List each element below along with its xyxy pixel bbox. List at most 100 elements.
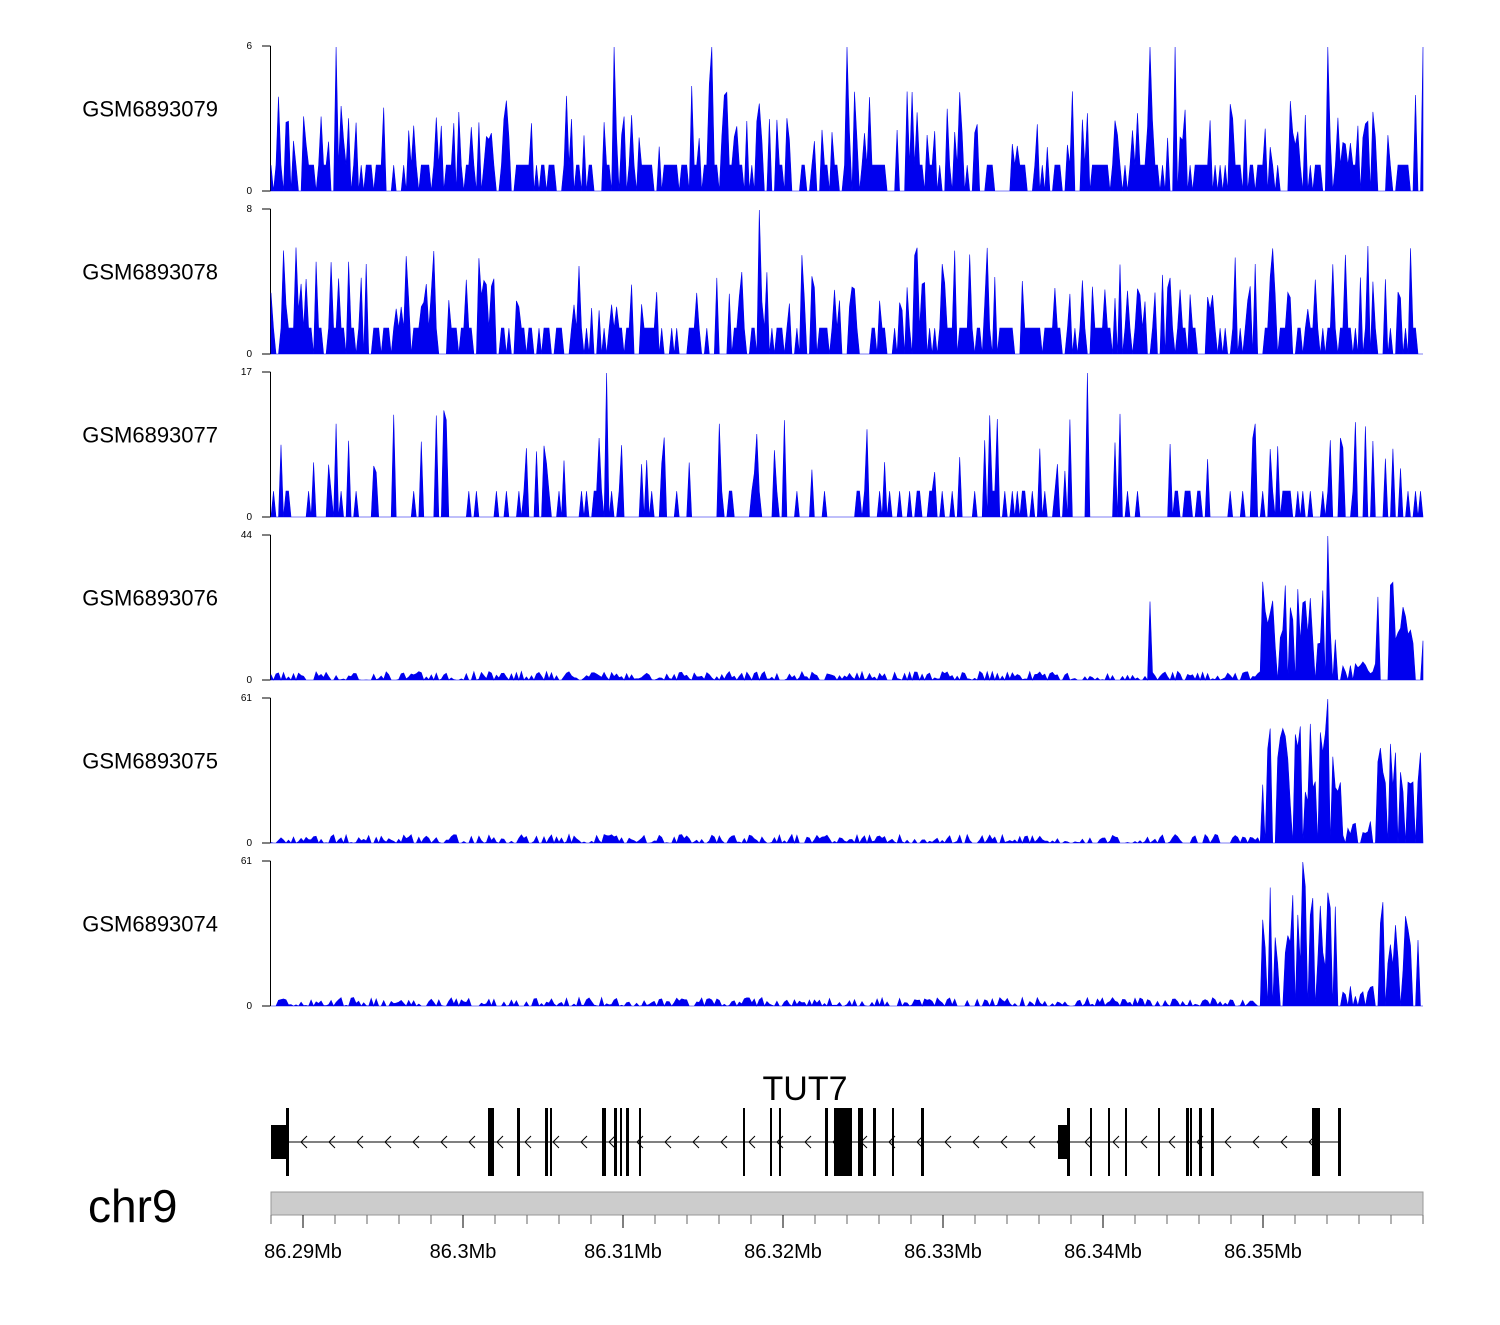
track-GSM6893079: GSM6893079 6 0 xyxy=(82,41,1424,197)
exon xyxy=(770,1108,772,1176)
strand-arrow xyxy=(1084,1135,1092,1149)
track-GSM6893076: GSM6893076 44 0 xyxy=(82,530,1424,686)
exon xyxy=(614,1108,617,1176)
exon xyxy=(550,1108,552,1176)
exon xyxy=(1158,1108,1160,1176)
exon xyxy=(825,1108,828,1176)
y-tick-label-max: 8 xyxy=(246,204,252,215)
strand-arrow xyxy=(524,1135,532,1149)
genome-axis: chr9 86.29Mb 86.3Mb 86.31Mb 86.32Mb 86.33Mb 8… xyxy=(88,1180,1424,1263)
exon xyxy=(1312,1108,1320,1176)
x-axis-ticks: 86.29Mb 86.3Mb 86.31Mb 86.32Mb 86.33Mb 86.34M… xyxy=(264,1215,1424,1263)
chromosome-ideogram-bar xyxy=(270,1191,1424,1216)
strand-arrow xyxy=(440,1135,448,1149)
exon xyxy=(1125,1108,1127,1176)
track-label: GSM6893079 xyxy=(82,97,218,122)
exon xyxy=(1190,1108,1192,1176)
exon xyxy=(1058,1125,1068,1159)
y-tick-label-min: 0 xyxy=(246,1001,252,1012)
gene-model xyxy=(271,1108,1341,1176)
exon xyxy=(626,1108,629,1176)
x-tick-label: 86.33Mb xyxy=(904,1241,982,1263)
y-tick-label-max: 6 xyxy=(246,41,252,52)
x-tick-label: 86.31Mb xyxy=(584,1241,662,1263)
exon xyxy=(1199,1108,1202,1176)
strand-arrow xyxy=(580,1135,588,1149)
track-label: GSM6893075 xyxy=(82,749,218,774)
track-label: GSM6893077 xyxy=(82,423,218,448)
strand-arrow xyxy=(1280,1135,1288,1149)
strand-arrow xyxy=(1000,1135,1008,1149)
strand-arrow xyxy=(720,1135,728,1149)
gene-name-label: TUT7 xyxy=(763,1070,848,1108)
strand-arrow xyxy=(356,1135,364,1149)
x-tick-label: 86.32Mb xyxy=(744,1241,822,1263)
y-tick-label-min: 0 xyxy=(246,838,252,849)
strand-arrow xyxy=(1140,1135,1148,1149)
strand-arrow xyxy=(412,1135,420,1149)
exon xyxy=(602,1108,606,1176)
y-tick-label-max: 61 xyxy=(241,693,253,704)
strand-arrow xyxy=(300,1135,308,1149)
strand-arrow xyxy=(748,1135,756,1149)
strand-arrow xyxy=(328,1135,336,1149)
coverage-tracks: GSM689307960GSM689307880GSM6893077170GSM… xyxy=(82,41,1424,1012)
exon xyxy=(286,1108,289,1176)
y-tick-label-min: 0 xyxy=(246,349,252,360)
exon xyxy=(488,1108,494,1176)
exon xyxy=(271,1125,288,1159)
x-tick-label: 86.3Mb xyxy=(430,1241,497,1263)
y-tick-label-max: 61 xyxy=(241,856,253,867)
exon xyxy=(1186,1108,1189,1176)
strand-arrow xyxy=(384,1135,392,1149)
track-GSM6893075: GSM6893075 61 0 xyxy=(82,693,1424,849)
strand-arrow xyxy=(1028,1135,1036,1149)
strand-arrow xyxy=(972,1135,980,1149)
coverage-area xyxy=(270,535,1424,682)
x-tick-label: 86.29Mb xyxy=(264,1241,342,1263)
exon xyxy=(545,1108,548,1176)
coverage-area xyxy=(270,372,1424,518)
track-label: GSM6893076 xyxy=(82,586,218,611)
strand-arrow xyxy=(496,1135,504,1149)
exon xyxy=(639,1108,641,1176)
strand-arrow xyxy=(608,1135,616,1149)
track-GSM6893077: GSM6893077 17 0 xyxy=(82,367,1424,523)
x-tick-label: 86.34Mb xyxy=(1064,1241,1142,1263)
exon xyxy=(779,1108,781,1176)
strand-arrow xyxy=(664,1135,672,1149)
track-label: GSM6893078 xyxy=(82,260,218,285)
strand-arrow xyxy=(804,1135,812,1149)
coverage-area xyxy=(270,46,1424,192)
strand-arrow xyxy=(468,1135,476,1149)
track-label: GSM6893074 xyxy=(82,912,218,937)
track-GSM6893074: GSM6893074 61 0 xyxy=(82,856,1423,1012)
chromosome-label: chr9 xyxy=(88,1180,177,1232)
strand-arrow xyxy=(692,1135,700,1149)
y-tick-label-min: 0 xyxy=(246,512,252,523)
gene-annotation-track: TUT7 xyxy=(271,1070,1341,1176)
strand-arrow xyxy=(1224,1135,1232,1149)
x-tick-label: 86.35Mb xyxy=(1224,1241,1302,1263)
exon xyxy=(743,1108,745,1176)
coverage-area xyxy=(271,861,1423,1007)
coverage-area xyxy=(270,698,1424,845)
exon xyxy=(1090,1108,1092,1176)
track-GSM6893078: GSM6893078 8 0 xyxy=(82,204,1423,360)
strand-arrow xyxy=(1112,1135,1120,1149)
exon xyxy=(873,1108,876,1176)
exon xyxy=(1338,1108,1341,1176)
exon xyxy=(921,1108,924,1176)
strand-arrow xyxy=(1168,1135,1176,1149)
strand-arrow xyxy=(944,1135,952,1149)
y-tick-label-min: 0 xyxy=(246,186,252,197)
strand-arrow xyxy=(1252,1135,1260,1149)
exon xyxy=(1211,1108,1214,1176)
exon xyxy=(1067,1108,1070,1176)
exon xyxy=(517,1108,520,1176)
y-tick-label-max: 44 xyxy=(241,530,253,541)
exon xyxy=(834,1108,852,1176)
y-tick-label-max: 17 xyxy=(241,367,253,378)
exon xyxy=(892,1108,894,1176)
